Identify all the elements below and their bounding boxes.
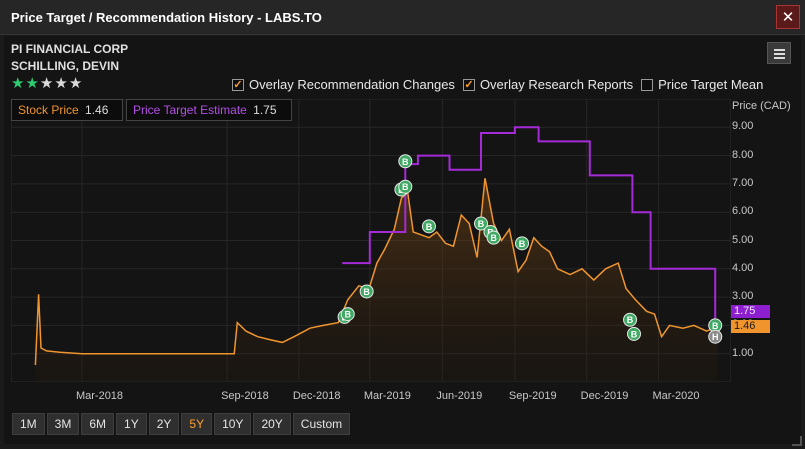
checkbox-research-reports[interactable]: ✓ <box>462 78 475 91</box>
range-button-custom[interactable]: Custom <box>292 413 351 435</box>
legend-target-label: Price Target Estimate <box>133 103 247 117</box>
menu-icon <box>774 57 785 59</box>
legend-target-value: 1.75 <box>253 103 277 117</box>
legend-stock-value: 1.46 <box>85 103 109 117</box>
star-empty-icon: ★ <box>68 75 84 92</box>
marker-label: B <box>490 233 497 243</box>
recommendation-marker[interactable]: B <box>486 230 501 245</box>
recommendation-marker[interactable]: B <box>421 219 436 234</box>
marker-label: B <box>344 310 351 320</box>
stock-price-line <box>34 178 719 366</box>
range-button-10y[interactable]: 10Y <box>214 413 252 435</box>
recommendation-marker[interactable]: B <box>359 284 374 299</box>
star-empty-icon: ★ <box>54 75 69 92</box>
range-selector: 1M 3M 6M 1Y 2Y 5Y 10Y 20Y Custom <box>12 413 351 435</box>
recommendation-marker[interactable]: B <box>627 326 642 341</box>
overlay-recommendation-changes-option[interactable]: ✓ Overlay Recommendation Changes <box>232 77 455 92</box>
x-tick-label: Mar-2018 <box>75 390 124 402</box>
y-tick-label: 5.00 <box>732 233 754 246</box>
range-button-1y[interactable]: 1Y <box>116 413 147 435</box>
recommendation-marker[interactable]: B <box>398 154 413 169</box>
analyst-firm: PI FINANCIAL CORP <box>11 42 129 56</box>
marker-circle <box>421 219 436 234</box>
x-tick-label: Jun-2019 <box>436 390 483 402</box>
recommendation-marker[interactable]: B <box>474 216 489 231</box>
marker-circle <box>340 307 355 322</box>
y-tick-label: 4.00 <box>732 261 754 274</box>
y-tick-label: 9.00 <box>732 120 754 133</box>
marker-circle <box>515 236 530 251</box>
marker-circle <box>627 326 642 341</box>
range-button-2y[interactable]: 2Y <box>148 413 180 435</box>
range-button-6m[interactable]: 6M <box>81 413 115 435</box>
x-tick-label: Sep-2018 <box>221 390 269 402</box>
marker-circle <box>474 216 489 231</box>
marker-circle <box>486 230 501 245</box>
recommendation-marker[interactable]: B <box>340 307 355 322</box>
range-button-20y[interactable]: 20Y <box>253 413 291 435</box>
marker-circle <box>398 179 413 194</box>
marker-label: B <box>712 321 719 331</box>
x-tick-label: Sep-2019 <box>508 390 557 402</box>
stock-price-area <box>35 178 718 382</box>
price-target-mean-option[interactable]: Price Target Mean <box>641 77 763 92</box>
range-button-1m[interactable]: 1M <box>12 413 45 435</box>
marker-circle <box>359 284 374 299</box>
legend-price-target: Price Target Estimate 1.75 <box>126 99 292 121</box>
option-label: Overlay Recommendation Changes <box>249 77 455 92</box>
x-tick-label: Mar-2019 <box>363 390 411 402</box>
checkbox-recommendation-changes[interactable]: ✓ <box>232 78 244 91</box>
range-button-3m[interactable]: 3M <box>46 413 80 435</box>
checkbox-price-target-mean[interactable] <box>641 78 654 91</box>
price-chart[interactable]: BBBBBBBBBBBBBBH <box>11 99 731 382</box>
resize-grip-icon[interactable] <box>792 436 802 446</box>
x-tick-label: Dec-2019 <box>580 390 629 402</box>
menu-icon <box>774 53 785 55</box>
y-tick-label: 1.00 <box>732 346 754 359</box>
marker-label: B <box>402 157 409 167</box>
recommendation-marker[interactable]: H <box>708 329 723 344</box>
overlay-research-reports-option[interactable]: ✓ Overlay Research Reports <box>462 77 634 92</box>
target-last-value-tag: 1.75 <box>731 305 770 318</box>
marker-label: B <box>627 315 634 325</box>
recommendation-marker[interactable]: B <box>398 179 413 194</box>
window-titlebar: Price Target / Recommendation History - … <box>0 0 805 35</box>
stock-last-value-tag: 1.46 <box>731 320 770 333</box>
marker-circle <box>398 154 413 169</box>
window-title: Price Target / Recommendation History - … <box>11 10 322 25</box>
menu-icon <box>774 49 785 51</box>
option-label: Price Target Mean <box>658 77 764 92</box>
legend-stock-price: Stock Price 1.46 <box>11 99 123 121</box>
analyst-rating-stars: ★★★★★ <box>11 76 83 92</box>
close-button[interactable]: ✕ <box>776 5 800 29</box>
x-tick-label: Mar-2020 <box>652 390 700 402</box>
marker-circle <box>623 312 638 327</box>
marker-circle <box>708 329 723 344</box>
marker-label: H <box>712 332 719 342</box>
recommendation-marker[interactable]: B <box>515 236 530 251</box>
marker-label: B <box>363 287 370 297</box>
star-filled-icon: ★ <box>25 75 40 92</box>
marker-label: B <box>519 239 526 249</box>
x-tick-label: Dec-2018 <box>292 390 341 402</box>
legend-stock-label: Stock Price <box>18 103 79 117</box>
star-empty-icon: ★ <box>39 75 55 92</box>
y-tick-label: 6.00 <box>732 205 754 218</box>
y-axis-title: Price (CAD) <box>732 100 791 112</box>
overlay-options: ✓ Overlay Recommendation Changes ✓ Overl… <box>232 77 763 92</box>
y-tick-label: 8.00 <box>732 148 754 161</box>
marker-label: B <box>402 182 409 192</box>
y-tick-label: 7.00 <box>732 176 754 189</box>
y-tick-label: 3.00 <box>732 290 754 303</box>
marker-label: B <box>631 329 638 339</box>
recommendation-marker[interactable]: B <box>623 312 638 327</box>
close-icon: ✕ <box>781 9 795 26</box>
marker-label: B <box>426 222 433 232</box>
marker-label: B <box>478 219 485 229</box>
analyst-name: SCHILLING, DEVIN <box>11 59 120 73</box>
chart-menu-button[interactable] <box>767 42 791 64</box>
star-filled-icon: ★ <box>11 75 26 92</box>
option-label: Overlay Research Reports <box>479 77 634 92</box>
range-button-5y[interactable]: 5Y <box>181 413 213 435</box>
